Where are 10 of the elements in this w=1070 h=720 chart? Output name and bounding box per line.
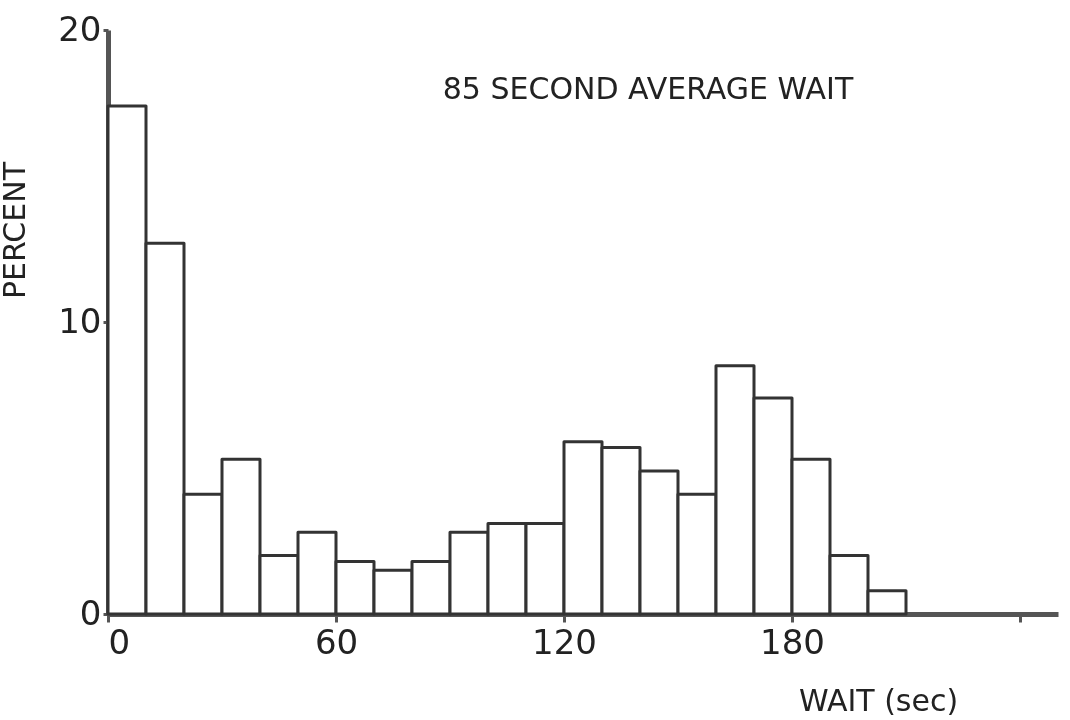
x-tick-label: 60 (314, 621, 359, 662)
y-tick-label: 10 (58, 300, 102, 341)
y-tick-label: 20 (58, 8, 102, 49)
x-tick-label: 180 (760, 621, 825, 662)
x-tick-label: 0 (108, 621, 131, 662)
annotation: 85 SECOND AVERAGE WAIT (442, 71, 854, 106)
x-axis-title: WAIT (sec) (798, 682, 959, 718)
y-tick-label: 0 (79, 592, 102, 633)
x-tick-label: 120 (532, 621, 597, 662)
y-axis-title: PERCENT (0, 161, 32, 300)
